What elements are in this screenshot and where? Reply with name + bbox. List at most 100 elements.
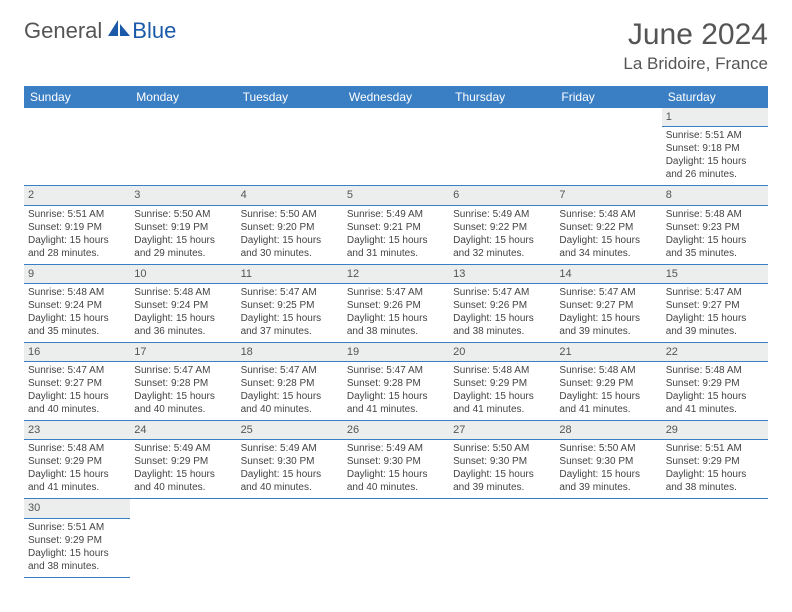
page-title: June 2024: [623, 18, 768, 52]
daylight-text: Daylight: 15 hours and 40 minutes.: [28, 390, 126, 416]
day-number-cell: [237, 499, 343, 518]
day-number: 18: [237, 343, 343, 361]
sunset-text: Sunset: 9:29 PM: [28, 534, 126, 547]
day-number-cell: 13: [449, 264, 555, 283]
day-number: 10: [130, 265, 236, 283]
day-number: 11: [237, 265, 343, 283]
day-details-cell: [130, 127, 236, 186]
day-details: Sunrise: 5:51 AMSunset: 9:29 PMDaylight:…: [24, 519, 130, 577]
daylight-text: Daylight: 15 hours and 35 minutes.: [28, 312, 126, 338]
daylight-text: Daylight: 15 hours and 38 minutes.: [453, 312, 551, 338]
day-number: 24: [130, 421, 236, 439]
day-number-cell: [555, 108, 661, 127]
day-number-cell: 11: [237, 264, 343, 283]
sunset-text: Sunset: 9:19 PM: [134, 221, 232, 234]
day-details-cell: [555, 518, 661, 577]
day-details-row: Sunrise: 5:51 AMSunset: 9:18 PMDaylight:…: [24, 127, 768, 186]
sunrise-text: Sunrise: 5:47 AM: [134, 364, 232, 377]
day-number-row: 16171819202122: [24, 342, 768, 361]
daylight-text: Daylight: 15 hours and 26 minutes.: [666, 155, 764, 181]
day-details-cell: [237, 518, 343, 577]
day-details-cell: [343, 127, 449, 186]
daylight-text: Daylight: 15 hours and 38 minutes.: [347, 312, 445, 338]
sunset-text: Sunset: 9:30 PM: [347, 455, 445, 468]
day-number: 17: [130, 343, 236, 361]
sunrise-text: Sunrise: 5:48 AM: [666, 364, 764, 377]
day-number: 7: [555, 186, 661, 204]
day-details-cell: Sunrise: 5:47 AMSunset: 9:27 PMDaylight:…: [662, 283, 768, 342]
sunset-text: Sunset: 9:18 PM: [666, 142, 764, 155]
day-number-cell: 10: [130, 264, 236, 283]
day-details: Sunrise: 5:48 AMSunset: 9:29 PMDaylight:…: [24, 440, 130, 498]
daylight-text: Daylight: 15 hours and 29 minutes.: [134, 234, 232, 260]
sunset-text: Sunset: 9:22 PM: [559, 221, 657, 234]
day-details: Sunrise: 5:51 AMSunset: 9:18 PMDaylight:…: [662, 127, 768, 185]
day-details: Sunrise: 5:49 AMSunset: 9:21 PMDaylight:…: [343, 206, 449, 264]
day-number: 9: [24, 265, 130, 283]
day-details: Sunrise: 5:47 AMSunset: 9:28 PMDaylight:…: [130, 362, 236, 420]
day-number-cell: 19: [343, 342, 449, 361]
weekday-header: Saturday: [662, 86, 768, 108]
day-details: Sunrise: 5:47 AMSunset: 9:28 PMDaylight:…: [343, 362, 449, 420]
sunset-text: Sunset: 9:28 PM: [347, 377, 445, 390]
sunrise-text: Sunrise: 5:50 AM: [134, 208, 232, 221]
day-number-cell: 20: [449, 342, 555, 361]
daylight-text: Daylight: 15 hours and 36 minutes.: [134, 312, 232, 338]
sunrise-text: Sunrise: 5:48 AM: [666, 208, 764, 221]
day-details: Sunrise: 5:50 AMSunset: 9:20 PMDaylight:…: [237, 206, 343, 264]
day-details-cell: [343, 518, 449, 577]
day-number: 28: [555, 421, 661, 439]
day-details-cell: Sunrise: 5:49 AMSunset: 9:30 PMDaylight:…: [237, 440, 343, 499]
day-number-cell: 29: [662, 421, 768, 440]
daylight-text: Daylight: 15 hours and 41 minutes.: [28, 468, 126, 494]
day-details: Sunrise: 5:49 AMSunset: 9:30 PMDaylight:…: [237, 440, 343, 498]
sunrise-text: Sunrise: 5:50 AM: [559, 442, 657, 455]
day-details-row: Sunrise: 5:47 AMSunset: 9:27 PMDaylight:…: [24, 362, 768, 421]
daylight-text: Daylight: 15 hours and 41 minutes.: [559, 390, 657, 416]
day-details-cell: Sunrise: 5:51 AMSunset: 9:29 PMDaylight:…: [24, 518, 130, 577]
day-details-cell: Sunrise: 5:47 AMSunset: 9:28 PMDaylight:…: [343, 362, 449, 421]
day-number-cell: [237, 108, 343, 127]
day-number: 29: [662, 421, 768, 439]
day-details-row: Sunrise: 5:48 AMSunset: 9:24 PMDaylight:…: [24, 283, 768, 342]
day-details-cell: [130, 518, 236, 577]
sunrise-text: Sunrise: 5:48 AM: [28, 286, 126, 299]
sunrise-text: Sunrise: 5:47 AM: [347, 286, 445, 299]
day-details-cell: Sunrise: 5:51 AMSunset: 9:19 PMDaylight:…: [24, 205, 130, 264]
sunrise-text: Sunrise: 5:47 AM: [347, 364, 445, 377]
day-number-cell: 27: [449, 421, 555, 440]
day-details-cell: Sunrise: 5:47 AMSunset: 9:27 PMDaylight:…: [555, 283, 661, 342]
sunrise-text: Sunrise: 5:49 AM: [134, 442, 232, 455]
sunset-text: Sunset: 9:30 PM: [241, 455, 339, 468]
daylight-text: Daylight: 15 hours and 40 minutes.: [134, 468, 232, 494]
day-number-cell: 26: [343, 421, 449, 440]
day-number-row: 2345678: [24, 186, 768, 205]
day-details: Sunrise: 5:50 AMSunset: 9:30 PMDaylight:…: [449, 440, 555, 498]
day-details: Sunrise: 5:49 AMSunset: 9:30 PMDaylight:…: [343, 440, 449, 498]
day-details: Sunrise: 5:47 AMSunset: 9:26 PMDaylight:…: [449, 284, 555, 342]
daylight-text: Daylight: 15 hours and 39 minutes.: [453, 468, 551, 494]
sunset-text: Sunset: 9:29 PM: [559, 377, 657, 390]
day-number: 1: [662, 108, 768, 126]
day-number: 22: [662, 343, 768, 361]
sunrise-text: Sunrise: 5:48 AM: [559, 364, 657, 377]
day-number-cell: 21: [555, 342, 661, 361]
day-details: Sunrise: 5:51 AMSunset: 9:19 PMDaylight:…: [24, 206, 130, 264]
calendar-body: 1Sunrise: 5:51 AMSunset: 9:18 PMDaylight…: [24, 108, 768, 577]
day-number: 15: [662, 265, 768, 283]
daylight-text: Daylight: 15 hours and 28 minutes.: [28, 234, 126, 260]
daylight-text: Daylight: 15 hours and 40 minutes.: [347, 468, 445, 494]
sunset-text: Sunset: 9:29 PM: [28, 455, 126, 468]
day-number-cell: 25: [237, 421, 343, 440]
sunrise-text: Sunrise: 5:51 AM: [666, 442, 764, 455]
day-details: Sunrise: 5:48 AMSunset: 9:29 PMDaylight:…: [555, 362, 661, 420]
day-number-cell: 8: [662, 186, 768, 205]
day-number: 13: [449, 265, 555, 283]
day-details-cell: Sunrise: 5:50 AMSunset: 9:20 PMDaylight:…: [237, 205, 343, 264]
weekday-header: Tuesday: [237, 86, 343, 108]
daylight-text: Daylight: 15 hours and 40 minutes.: [241, 468, 339, 494]
sunrise-text: Sunrise: 5:47 AM: [28, 364, 126, 377]
sunset-text: Sunset: 9:29 PM: [666, 455, 764, 468]
sunrise-text: Sunrise: 5:49 AM: [241, 442, 339, 455]
day-details-row: Sunrise: 5:48 AMSunset: 9:29 PMDaylight:…: [24, 440, 768, 499]
